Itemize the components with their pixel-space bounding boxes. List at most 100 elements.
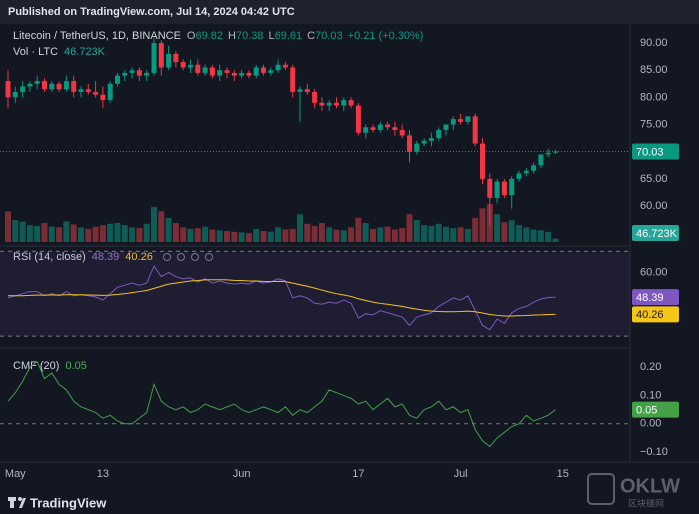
volume-bar	[370, 228, 376, 242]
volume-bar	[384, 226, 391, 242]
candle-body	[20, 86, 26, 92]
candle-body	[407, 135, 412, 152]
candle-body	[195, 64, 201, 73]
candle-body	[173, 53, 179, 63]
candle-body	[27, 83, 33, 87]
candle-body	[501, 181, 507, 196]
rsi-legend: RSI (14, close) 48.39 40.26	[13, 251, 153, 263]
candle-body	[516, 173, 522, 179]
volume-bar	[216, 230, 223, 242]
candle-body	[63, 81, 69, 90]
volume-bar	[194, 228, 201, 242]
candle-body	[180, 62, 186, 68]
volume-label: 46.723K	[636, 228, 678, 240]
candle-body	[275, 64, 281, 71]
ohlc-key: O	[187, 30, 196, 42]
candle-body	[231, 72, 237, 76]
volume-bar	[494, 214, 501, 242]
last-value-label: 48.39	[636, 292, 664, 304]
volume-bar	[537, 230, 544, 242]
volume-bar	[523, 227, 530, 242]
volume-bar	[136, 228, 143, 242]
volume-bar	[209, 229, 216, 242]
candle-body	[78, 89, 84, 92]
volume-bar	[245, 233, 252, 242]
candle-body	[319, 102, 325, 106]
candle-body	[465, 116, 471, 122]
candle-body	[392, 127, 398, 130]
ohlc-value: 70.38	[236, 30, 264, 42]
candle-body	[49, 83, 55, 90]
candle-body	[297, 89, 303, 92]
candle-body	[224, 70, 230, 73]
volume-bar	[311, 225, 318, 242]
candle-body	[100, 94, 106, 101]
volume-bar	[464, 228, 471, 242]
volume-bar	[362, 223, 369, 242]
last-value-label: 40.26	[636, 309, 664, 321]
candle-body	[531, 165, 537, 171]
volume-bar	[151, 206, 157, 242]
candle-body	[443, 124, 449, 130]
volume-bar	[158, 211, 165, 242]
published: Published on TradingView.com, Jul 14, 20…	[8, 6, 295, 18]
volume-bar	[355, 217, 362, 242]
candle-body	[93, 91, 99, 95]
volume-bar	[428, 225, 435, 242]
last-price-label: 70.03	[636, 146, 664, 158]
candle-body	[151, 43, 157, 73]
volume-bar	[143, 223, 150, 242]
candle-body	[399, 129, 405, 136]
volume-bar	[318, 223, 325, 242]
candle-body	[355, 105, 361, 133]
volume-bar	[501, 222, 508, 242]
series-line	[7, 360, 556, 448]
y-tick-label: 0.20	[640, 361, 661, 373]
volume-bar	[267, 231, 274, 242]
candle-body	[414, 143, 420, 152]
candle-body	[480, 143, 485, 179]
volume-bar	[99, 225, 106, 242]
volume-value: 46.723K	[64, 46, 106, 58]
volume-bar	[399, 228, 406, 242]
cmf-value: 0.05	[65, 360, 86, 372]
candle-body	[523, 170, 529, 174]
volume-bar	[406, 214, 413, 242]
volume-bar	[472, 217, 479, 242]
volume-bar	[92, 226, 99, 242]
candle-body	[458, 119, 464, 122]
ohlc-value: 69.61	[275, 30, 303, 42]
volume-bar	[12, 220, 19, 242]
cmf-title: CMF (20)	[13, 360, 59, 372]
candle-body	[326, 102, 332, 106]
volume-bar	[165, 217, 172, 242]
volume-bar	[85, 228, 92, 242]
candle-body	[487, 178, 493, 198]
volume-bar	[435, 223, 442, 242]
volume-bar	[5, 211, 11, 242]
candle-body	[188, 64, 193, 68]
candle-body	[217, 70, 223, 76]
volume-bar	[48, 226, 55, 242]
candle-body	[472, 116, 478, 144]
candle-body	[42, 81, 47, 90]
volume-bar	[202, 226, 209, 242]
candle-body	[553, 151, 558, 153]
legend-row: Litecoin / TetherUS, 1D, BINANCE O69.82 H7…	[13, 30, 423, 42]
volume-bar	[56, 227, 63, 242]
volume-bar	[391, 229, 398, 242]
volume-label-box	[632, 225, 679, 241]
cmf-legend: CMF (20) 0.05	[13, 360, 87, 372]
ohlc-value: 69.82	[195, 30, 223, 42]
candle-body	[34, 81, 40, 84]
x-tick-label: Jun	[233, 468, 251, 480]
candle-body	[312, 91, 318, 103]
volume-bar	[187, 228, 194, 242]
candle-body	[166, 53, 172, 68]
candle-body	[122, 72, 128, 76]
volume-bar	[326, 227, 333, 242]
volume-bar	[443, 226, 449, 242]
volume-bar	[552, 238, 559, 242]
last-value-label-box	[632, 401, 679, 418]
